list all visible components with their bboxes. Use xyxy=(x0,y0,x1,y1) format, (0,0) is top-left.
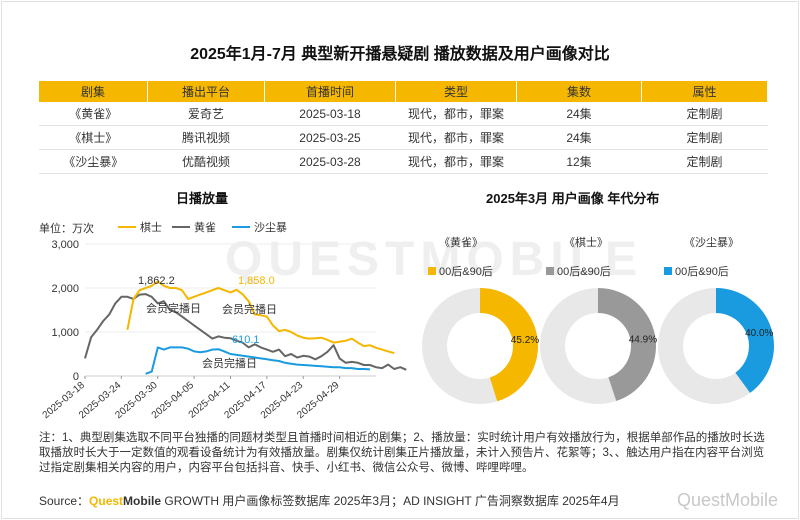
cell-premiere: 2025-03-28 xyxy=(264,149,396,174)
series-line-2 xyxy=(145,346,370,375)
cell-platform: 爱奇艺 xyxy=(147,102,265,126)
y-tick-label: 1,000 xyxy=(51,327,79,339)
legend-swatch xyxy=(172,226,190,228)
pie-slice-value xyxy=(598,288,657,402)
source-text: GROWTH 用户画像标签数据库 2025年3月；AD INSIGHT 广告洞察… xyxy=(161,494,620,508)
pie-legend-huangque: 00后&90后 xyxy=(428,263,493,279)
data-label: 1,858.0 xyxy=(238,275,275,287)
header-premiere: 首播时间 xyxy=(264,81,396,102)
legend-swatch xyxy=(664,267,672,275)
legend-label: 黄雀 xyxy=(194,222,216,234)
pie-legend-qishi: 00后&90后 xyxy=(546,263,611,279)
data-label: 会员完播日 xyxy=(146,301,201,315)
legend-swatch xyxy=(232,226,250,228)
pie-slice-value xyxy=(480,288,538,402)
cell-premiere: 2025-03-18 xyxy=(264,102,396,126)
cell-drama: 《棋士》 xyxy=(39,125,148,150)
cell-genre: 现代，都市，罪案 xyxy=(395,102,517,126)
pie-label: 40.0% xyxy=(745,328,773,339)
legend-swatch xyxy=(118,226,136,228)
cell-premiere: 2025-03-25 xyxy=(264,125,396,150)
source-line: Source：QuestMobile GROWTH 用户画像标签数据库 2025… xyxy=(39,492,620,509)
header-platform: 播出平台 xyxy=(147,81,265,102)
watermark: QUESTMOBILE xyxy=(225,233,644,286)
pie-section-title: 2025年3月 用户画像 年代分布 xyxy=(486,191,660,206)
pie-title-qishi: 《棋士》 xyxy=(564,237,608,249)
table-row: 《沙尘暴》 优酷视频 2025-03-28 现代，都市，罪案 12集 定制剧 xyxy=(39,149,768,174)
y-tick-label: 0 xyxy=(73,371,79,383)
legend-label: 00后&90后 xyxy=(557,266,611,278)
table-header-row: 剧集 播出平台 首播时间 类型 集数 属性 xyxy=(39,81,768,102)
legend-swatch xyxy=(546,267,554,275)
legend-shachenbao: 沙尘暴 xyxy=(232,219,287,235)
table-row: 《棋士》 腾讯视频 2025-03-25 现代，都市，罪案 24集 定制剧 xyxy=(39,125,768,150)
y-tick-label: 2,000 xyxy=(51,283,79,295)
source-brand-mobile: Mobile xyxy=(123,494,162,508)
pie-slice-value xyxy=(716,288,775,393)
legend-label: 00后&90后 xyxy=(439,266,493,278)
cell-episodes: 24集 xyxy=(516,102,642,126)
data-label: 610.1 xyxy=(232,334,260,346)
page-title: 2025年1月-7月 典型新开播悬疑剧 播放数据及用户画像对比 xyxy=(190,46,610,63)
cell-attribute: 定制剧 xyxy=(641,102,768,126)
line-chart-title: 日播放量 xyxy=(176,191,229,206)
pie-slice-rest xyxy=(658,288,751,404)
cell-drama: 《黄雀》 xyxy=(39,102,148,126)
data-label: 1,862.2 xyxy=(138,275,175,287)
cell-platform: 腾讯视频 xyxy=(147,125,265,150)
y-tick-label: 3,000 xyxy=(51,239,79,251)
cell-genre: 现代，都市，罪案 xyxy=(395,125,517,150)
series-line-0 xyxy=(126,280,395,355)
header-drama: 剧集 xyxy=(39,81,148,102)
pie-label: 45.2% xyxy=(511,335,539,346)
corner-watermark: QuestMobile xyxy=(676,490,778,510)
data-label: 会员完播日 xyxy=(202,356,257,370)
cell-episodes: 24集 xyxy=(516,125,642,150)
legend-qishi: 棋士 xyxy=(118,219,162,235)
unit-label: 单位：万次 xyxy=(39,223,94,235)
cell-episodes: 12集 xyxy=(516,149,642,174)
drama-info-table: 剧集 播出平台 首播时间 类型 集数 属性 《黄雀》 爱奇艺 2025-03-1… xyxy=(39,81,768,174)
pie-slice-rest xyxy=(422,288,498,404)
legend-label: 沙尘暴 xyxy=(254,222,287,234)
series-line-1 xyxy=(84,293,407,371)
pie-title-shachenbao: 《沙尘暴》 xyxy=(684,237,739,249)
table-row: 《黄雀》 爱奇艺 2025-03-18 现代，都市，罪案 24集 定制剧 xyxy=(39,102,768,126)
legend-label: 棋士 xyxy=(140,222,162,234)
data-label: 会员完播日 xyxy=(222,302,277,316)
footnote: 注：1、典型剧集选取不同平台独播的同题材类型且首播时间相近的剧集；2、播放量：实… xyxy=(39,432,765,474)
header-genre: 类型 xyxy=(395,81,517,102)
legend-label: 00后&90后 xyxy=(675,266,729,278)
cell-attribute: 定制剧 xyxy=(641,149,768,174)
header-attribute: 属性 xyxy=(641,81,768,102)
source-brand-quest: Quest xyxy=(89,494,124,508)
cell-drama: 《沙尘暴》 xyxy=(39,149,148,174)
pie-label: 44.9% xyxy=(629,335,657,346)
cell-attribute: 定制剧 xyxy=(641,125,768,150)
source-prefix: Source： xyxy=(39,494,90,508)
pie-legend-shachenbao: 00后&90后 xyxy=(664,263,729,279)
pie-title-huangque: 《黄雀》 xyxy=(439,237,483,249)
cell-platform: 优酷视频 xyxy=(147,149,265,174)
header-episodes: 集数 xyxy=(516,81,642,102)
legend-huangque: 黄雀 xyxy=(172,219,216,235)
pie-slice-rest xyxy=(540,288,617,404)
legend-swatch xyxy=(428,267,436,275)
cell-genre: 现代，都市，罪案 xyxy=(395,149,517,174)
